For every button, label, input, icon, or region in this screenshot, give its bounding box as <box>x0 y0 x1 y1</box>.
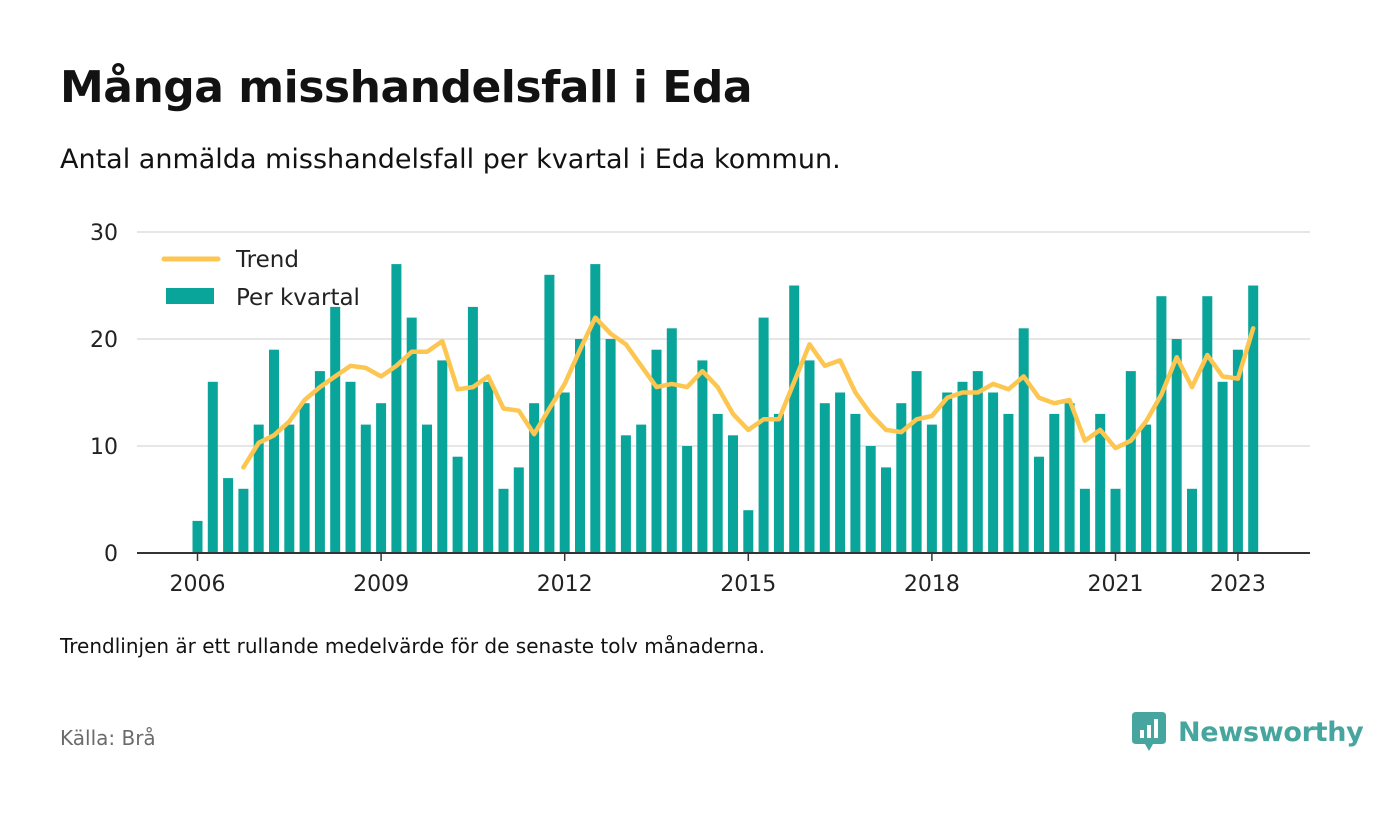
bar[interactable] <box>238 488 249 553</box>
y-tick-label: 10 <box>90 435 118 460</box>
trend-series <box>241 315 1256 470</box>
x-tick-label: 2012 <box>537 572 593 597</box>
bar[interactable] <box>911 371 922 553</box>
bar[interactable] <box>758 317 769 553</box>
bar[interactable] <box>881 467 891 553</box>
bar[interactable] <box>651 349 662 553</box>
x-tick-label: 2023 <box>1210 572 1266 597</box>
bar[interactable] <box>636 424 647 553</box>
bar[interactable] <box>483 381 494 553</box>
bar[interactable] <box>284 424 295 553</box>
bar[interactable] <box>1171 339 1182 553</box>
bar[interactable] <box>559 392 570 554</box>
bar[interactable] <box>1049 413 1060 553</box>
bar[interactable] <box>330 306 341 553</box>
bar-chart: 0 10 20 30 2006 2009 2012 2015 2018 2021 2023 Tren… <box>90 221 1310 597</box>
bar[interactable] <box>1141 424 1152 553</box>
bar[interactable] <box>590 264 601 553</box>
chart-subtitle: Antal anmälda misshandelsfall per kvarta… <box>60 144 841 175</box>
x-tick-label: 2015 <box>720 572 776 597</box>
bar[interactable] <box>575 339 585 553</box>
bar[interactable] <box>728 435 738 553</box>
bar[interactable] <box>865 446 876 553</box>
bar[interactable] <box>1232 349 1243 553</box>
bar[interactable] <box>1248 285 1259 554</box>
bar-series <box>192 264 1259 554</box>
bar[interactable] <box>666 328 677 553</box>
legend-bars-swatch <box>166 288 214 304</box>
y-tick-label: 20 <box>90 328 118 353</box>
bar[interactable] <box>437 360 448 553</box>
bar[interactable] <box>1095 413 1106 553</box>
trend-line[interactable] <box>241 315 1256 470</box>
bar[interactable] <box>1064 403 1075 553</box>
bar[interactable] <box>1079 488 1090 553</box>
bar[interactable] <box>376 403 387 553</box>
bar[interactable] <box>253 424 264 553</box>
footnote: Trendlinjen är ett rullande medelvärde f… <box>60 634 766 658</box>
bar[interactable] <box>498 488 509 553</box>
bar[interactable] <box>1125 371 1136 553</box>
bar[interactable] <box>192 520 203 553</box>
bar[interactable] <box>360 424 371 553</box>
x-tick-label: 2009 <box>353 572 409 597</box>
bar[interactable] <box>1018 328 1029 553</box>
bar[interactable] <box>1217 381 1228 553</box>
bar[interactable] <box>544 274 555 553</box>
bar[interactable] <box>1202 296 1213 553</box>
bar[interactable] <box>391 264 402 553</box>
bar[interactable] <box>819 403 830 553</box>
x-tick-label: 2006 <box>170 572 226 597</box>
bar[interactable] <box>682 446 693 553</box>
bar[interactable] <box>223 478 234 553</box>
bar[interactable] <box>972 371 983 553</box>
x-tick-label: 2021 <box>1088 572 1144 597</box>
bar[interactable] <box>773 413 784 553</box>
bar[interactable] <box>926 424 937 553</box>
source-label: Källa: Brå <box>60 726 156 750</box>
bar[interactable] <box>605 339 616 553</box>
chart-title: Många misshandelsfall i Eda <box>60 62 753 113</box>
axes: 0 10 20 30 2006 2009 2012 2015 2018 2021 2023 <box>90 221 1310 597</box>
bar[interactable] <box>422 424 432 553</box>
bar[interactable] <box>1187 488 1197 553</box>
bar[interactable] <box>314 371 325 553</box>
y-tick-label: 30 <box>90 221 118 246</box>
bar[interactable] <box>942 392 953 554</box>
bar[interactable] <box>988 392 999 554</box>
bar[interactable] <box>712 413 723 553</box>
bar[interactable] <box>620 435 631 553</box>
bar[interactable] <box>269 349 279 553</box>
brand-name: Newsworthy <box>1178 716 1364 748</box>
bar[interactable] <box>896 403 907 553</box>
bar[interactable] <box>957 381 968 553</box>
bar[interactable] <box>299 403 310 553</box>
legend: Trend Per kvartal <box>161 247 360 311</box>
bar[interactable] <box>345 381 356 553</box>
legend-bars-label: Per kvartal <box>236 285 360 311</box>
bar[interactable] <box>1034 456 1044 553</box>
bar[interactable] <box>697 360 708 553</box>
bar[interactable] <box>467 306 478 553</box>
bar[interactable] <box>850 413 861 553</box>
bar[interactable] <box>529 403 540 553</box>
bar[interactable] <box>207 381 218 553</box>
bar[interactable] <box>513 467 524 553</box>
bar[interactable] <box>743 510 754 553</box>
legend-trend-label: Trend <box>235 247 299 273</box>
x-tick-label: 2018 <box>904 572 960 597</box>
bar[interactable] <box>804 360 815 553</box>
bar[interactable] <box>452 456 463 553</box>
newsworthy-logo-icon <box>1132 712 1166 751</box>
bar[interactable] <box>1110 488 1121 553</box>
newsworthy-logo[interactable]: Newsworthy <box>1132 712 1364 752</box>
bar[interactable] <box>1003 413 1014 553</box>
bar[interactable] <box>789 285 800 554</box>
bar[interactable] <box>406 317 417 553</box>
y-tick-label: 0 <box>104 542 118 567</box>
bar[interactable] <box>1156 296 1167 553</box>
bar[interactable] <box>835 392 846 554</box>
